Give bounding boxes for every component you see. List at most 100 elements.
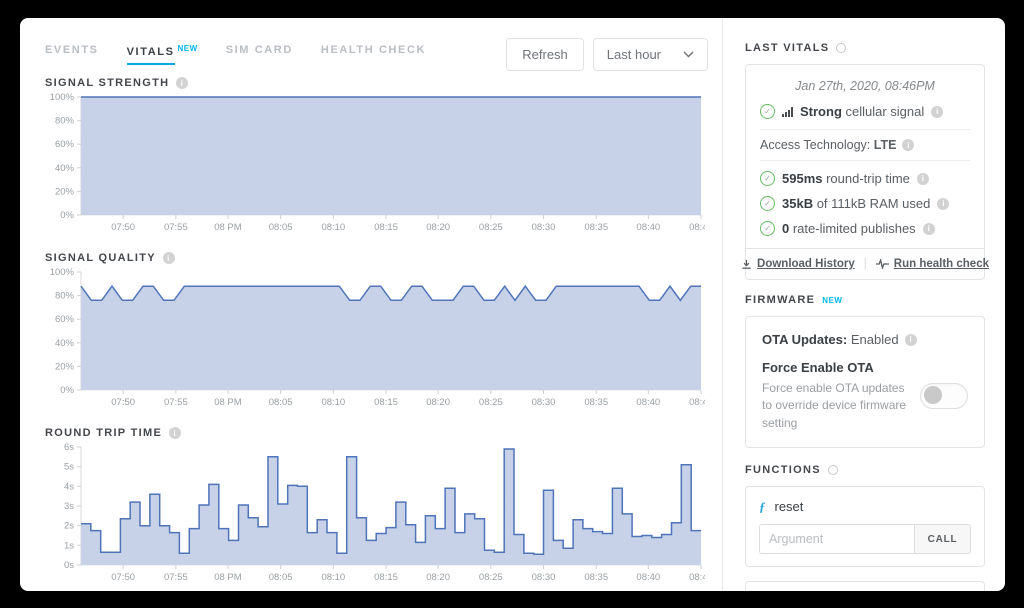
svg-text:40%: 40% — [55, 163, 75, 174]
svg-text:20%: 20% — [55, 361, 75, 372]
svg-text:1s: 1s — [64, 540, 74, 551]
info-icon[interactable]: i — [176, 77, 189, 89]
info-ring-icon[interactable] — [836, 43, 847, 53]
info-icon[interactable]: i — [922, 222, 935, 235]
function-card-reset: ƒ reset CALL — [745, 486, 985, 568]
access-technology-row: Access Technology: LTE i — [760, 129, 970, 161]
pulse-icon — [875, 259, 889, 269]
run-health-check-link[interactable]: Run health check — [875, 258, 989, 270]
svg-text:07:50: 07:50 — [111, 572, 135, 583]
main-panel: EVENTS VITALS NEW SIM CARD HEALTH CHECK R… — [20, 18, 722, 591]
svg-text:08:40: 08:40 — [636, 397, 660, 408]
time-range-value: Last hour — [606, 47, 661, 62]
tab-events[interactable]: EVENTS — [45, 43, 99, 56]
svg-text:0%: 0% — [60, 385, 74, 396]
svg-text:08:30: 08:30 — [532, 572, 556, 583]
access-technology-text: Access Technology: LTE — [760, 138, 897, 152]
svg-text:2s: 2s — [64, 521, 74, 532]
chart-title-round-trip-time: ROUND TRIP TIME i — [45, 427, 708, 439]
tab-health-check[interactable]: HEALTH CHECK — [320, 43, 427, 56]
force-enable-title: Force Enable OTA — [762, 360, 874, 375]
svg-text:08:20: 08:20 — [426, 572, 450, 583]
svg-text:08:05: 08:05 — [269, 397, 293, 408]
ota-updates-row: OTA Updates: Enabled i — [762, 332, 968, 347]
svg-text:80%: 80% — [55, 116, 75, 127]
download-history-link[interactable]: Download History — [741, 258, 855, 270]
signal-quality-section: SIGNAL QUALITY i 100% 80% 60% 40% 20% 0% 07:50… — [45, 252, 713, 421]
svg-text:07:55: 07:55 — [164, 572, 188, 583]
svg-text:08:40: 08:40 — [636, 222, 660, 233]
svg-text:40%: 40% — [55, 338, 75, 349]
round-trip-time-chart: 6s 5s 4s 3s 2s 1s 0s 07:50 07:55 08 PM 08:05 08:10 0… — [45, 441, 713, 591]
function-card-testfn: ƒ testFn CALL — [745, 581, 985, 591]
svg-text:08:10: 08:10 — [321, 572, 345, 583]
info-icon[interactable]: i — [916, 172, 929, 185]
chart-title-signal-quality: SIGNAL QUALITY i — [45, 252, 708, 264]
info-icon[interactable]: i — [904, 333, 917, 346]
svg-text:07:55: 07:55 — [164, 222, 188, 233]
svg-text:08:45: 08:45 — [689, 572, 705, 583]
svg-text:07:50: 07:50 — [111, 397, 135, 408]
svg-text:0s: 0s — [64, 560, 74, 571]
info-icon[interactable]: i — [162, 252, 175, 264]
last-vitals-header: LAST VITALS — [745, 42, 985, 54]
round-trip-time-section: ROUND TRIP TIME i 6s 5s 4s 3s 2s 1s 0s 07:50 07:… — [45, 427, 713, 591]
vital-rtt-row: ✓ 595ms round-trip time i — [760, 171, 970, 186]
chart-title-signal-strength: SIGNAL STRENGTH i — [45, 77, 708, 89]
check-circle-icon: ✓ — [760, 104, 775, 119]
tab-sim-card[interactable]: SIM CARD — [225, 43, 293, 56]
rtt-text: 595ms round-trip time — [782, 171, 910, 186]
last-vitals-card: Jan 27th, 2020, 08:46PM ✓ Strong cellula… — [742, 64, 989, 280]
argument-input[interactable] — [759, 524, 914, 555]
refresh-button[interactable]: Refresh — [506, 38, 584, 71]
svg-text:08 PM: 08 PM — [214, 572, 242, 583]
functions-header: FUNCTIONS — [745, 464, 985, 476]
info-icon[interactable]: i — [937, 197, 950, 210]
check-circle-icon: ✓ — [760, 221, 775, 236]
svg-text:08:15: 08:15 — [374, 222, 398, 233]
signal-text: Strong cellular signal — [800, 104, 925, 119]
info-icon[interactable]: i — [169, 427, 182, 439]
vital-publishes-row: ✓ 0 rate-limited publishes i — [760, 221, 970, 236]
chevron-down-icon — [683, 51, 694, 58]
svg-text:07:55: 07:55 — [164, 397, 188, 408]
svg-text:08:45: 08:45 — [689, 222, 705, 233]
vital-signal-row: ✓ Strong cellular signal i — [760, 104, 970, 119]
download-icon — [742, 259, 751, 269]
time-range-select[interactable]: Last hour — [592, 38, 708, 71]
svg-text:08:10: 08:10 — [321, 397, 345, 408]
svg-text:08:15: 08:15 — [374, 572, 398, 583]
svg-text:08:30: 08:30 — [532, 222, 556, 233]
svg-text:60%: 60% — [55, 314, 75, 325]
svg-text:08:30: 08:30 — [532, 397, 556, 408]
svg-text:08 PM: 08 PM — [214, 397, 242, 408]
svg-text:5s: 5s — [64, 462, 74, 473]
svg-text:80%: 80% — [55, 291, 75, 302]
check-circle-icon: ✓ — [760, 196, 775, 211]
call-button[interactable]: CALL — [914, 524, 971, 555]
svg-text:08:20: 08:20 — [426, 222, 450, 233]
svg-text:4s: 4s — [64, 481, 74, 492]
right-sidebar: LAST VITALS Jan 27th, 2020, 08:46PM ✓ St… — [722, 18, 1005, 591]
svg-text:08:25: 08:25 — [479, 572, 503, 583]
svg-text:08:05: 08:05 — [269, 222, 293, 233]
vital-ram-row: ✓ 35kB of 111kB RAM used i — [760, 196, 970, 211]
new-badge: NEW — [177, 43, 198, 53]
check-circle-icon: ✓ — [760, 171, 775, 186]
firmware-card: OTA Updates: Enabled i Force Enable OTA … — [745, 316, 985, 449]
svg-text:08:45: 08:45 — [689, 397, 705, 408]
info-icon[interactable]: i — [902, 139, 915, 151]
link-separator: | — [863, 258, 867, 270]
svg-text:08:15: 08:15 — [374, 397, 398, 408]
info-ring-icon[interactable] — [827, 465, 838, 476]
force-enable-ota-row: Force Enable OTA Force enable OTA update… — [762, 360, 968, 432]
force-enable-ota-toggle[interactable] — [920, 383, 968, 410]
info-icon[interactable]: i — [931, 105, 944, 118]
svg-text:08:20: 08:20 — [426, 397, 450, 408]
tab-vitals[interactable]: VITALS NEW — [126, 43, 198, 66]
firmware-header: FIRMWARE NEW — [745, 294, 843, 306]
function-name-row: ƒ reset — [759, 499, 971, 515]
svg-text:08:35: 08:35 — [584, 572, 608, 583]
force-enable-text: Force Enable OTA Force enable OTA update… — [762, 360, 912, 432]
svg-text:100%: 100% — [50, 92, 75, 103]
